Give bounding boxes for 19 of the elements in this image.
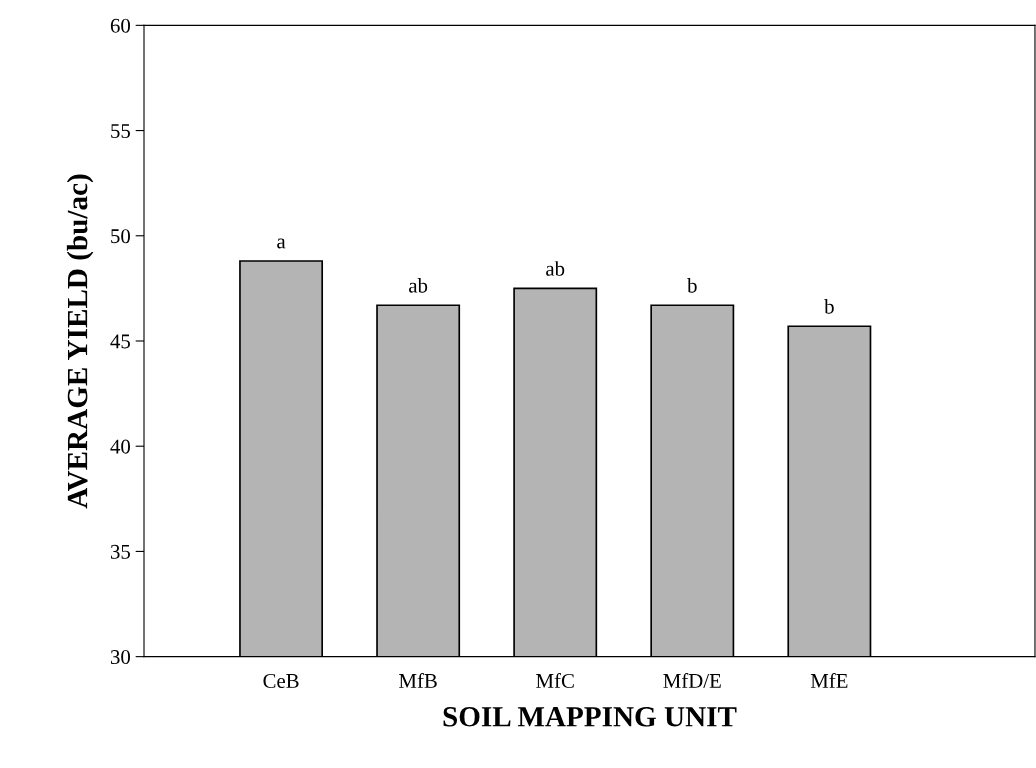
y-tick-label: 40 bbox=[110, 439, 131, 454]
annotation: b bbox=[824, 299, 834, 314]
x-tick-label: MfD/E bbox=[663, 673, 721, 688]
annotation: ab bbox=[546, 261, 565, 276]
x-tick-label: CeB bbox=[263, 673, 299, 688]
y-tick-label: 30 bbox=[110, 650, 131, 665]
y-tick-label: 35 bbox=[110, 544, 130, 559]
annotation: b bbox=[687, 277, 697, 293]
x-axis-title: SOIL MAPPING UNIT bbox=[443, 707, 737, 727]
annotation: ab bbox=[409, 277, 428, 293]
y-tick-label: 45 bbox=[110, 334, 130, 349]
x-tick-label: MfE bbox=[810, 673, 848, 688]
x-tick-label: MfC bbox=[536, 673, 574, 688]
x-tick-label: MfB bbox=[399, 673, 437, 688]
y-tick-label: 55 bbox=[111, 124, 130, 138]
y-axis-title: AVERAGE YIELD (bu/ac) bbox=[66, 174, 94, 509]
annotation: a bbox=[277, 238, 286, 249]
y-tick-label: 50 bbox=[111, 229, 131, 244]
y-tick-label: 60 bbox=[110, 18, 131, 33]
